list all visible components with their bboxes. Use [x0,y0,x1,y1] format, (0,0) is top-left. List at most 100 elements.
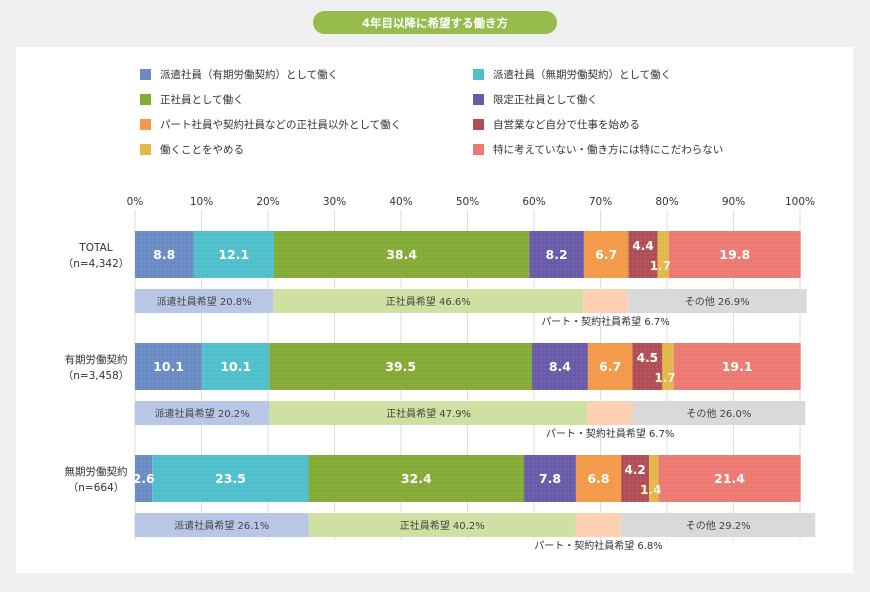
legend-item: 限定正社員として働く [473,92,598,106]
legend-swatch [473,118,484,130]
summary-segment [135,401,270,425]
summary-segment [632,401,806,425]
legend-swatch [473,93,484,105]
tick-label: 100% [785,196,815,208]
summary-label: 派遣社員希望 20.2% [155,407,250,420]
summary-label: 正社員希望 40.2% [400,519,485,532]
bar-segment-texture [135,231,194,278]
legend-item: 特に考えていない・働き方には特にこだわらない [473,142,723,156]
tick-label: 90% [722,196,745,208]
tick-label: 30% [323,196,346,208]
summary-segment [308,513,576,537]
legend-item: 自営業など自分で仕事を始める [473,117,640,131]
data-label: 1.4 [640,483,661,497]
bar-segment-texture [662,343,674,390]
summary-label: 正社員希望 46.6% [386,295,471,308]
summary-segment [621,513,816,537]
legend-item: 正社員として働く [140,92,244,106]
bar-segment-texture [583,231,629,278]
summary-segment [627,289,807,313]
data-label: 4.4 [632,239,653,253]
legend-label: 特に考えていない・働き方には特にこだわらない [493,143,724,156]
legend-label: 限定正社員として働く [493,93,598,106]
category-n-label: （n=4,342） [63,258,130,270]
summary-segment [135,289,274,313]
data-label: 10.1 [153,359,184,374]
data-label: 4.2 [624,463,645,477]
data-label: 39.5 [385,359,416,374]
data-label: 12.1 [218,247,249,262]
data-label: 10.1 [220,359,251,374]
data-label: 7.8 [539,471,561,486]
summary-segment [575,513,622,537]
data-label: 1.7 [654,371,675,385]
data-label: 8.4 [549,359,571,374]
tick-label: 40% [389,196,412,208]
tick-label: 0% [127,196,144,208]
summary-label: パート・契約社員希望 6.7% [546,427,675,440]
data-label: 32.4 [401,471,432,486]
data-label: 8.2 [546,247,568,262]
tick-label: 10% [190,196,213,208]
summary-label: 派遣社員希望 26.1% [174,519,269,532]
tick-label: 50% [456,196,479,208]
legend-label: 自営業など自分で仕事を始める [493,118,640,131]
bar-segment-texture [273,231,530,278]
bar-segment-texture [673,343,801,390]
legend-swatch [140,68,151,80]
data-label: 19.1 [722,359,753,374]
bar-segment-texture [269,343,533,390]
legend-swatch [140,93,151,105]
summary-label: 派遣社員希望 20.8% [157,295,252,308]
legend-label: 派遣社員（無期労働契約）として働く [493,68,672,81]
tick-label: 70% [589,196,612,208]
bar-segment-texture [202,343,270,390]
legend-swatch [140,118,151,130]
data-label: 8.8 [153,247,175,262]
summary-label: その他 26.0% [686,407,751,420]
bar-segment-texture [135,343,203,390]
data-label: 38.4 [386,247,417,262]
category-label: 有期労働契約 [65,353,128,366]
bar-segment-texture [658,455,801,502]
tick-label: 60% [522,196,545,208]
category-label: TOTAL [78,242,112,254]
bar-segment-texture [668,231,801,278]
summary-segment [135,513,309,537]
data-label: 19.8 [719,247,750,262]
legend-item: 働くことをやめる [140,142,244,156]
bar-segment-texture [632,343,663,390]
bar-segment-texture [587,343,633,390]
data-label: 6.7 [599,359,621,374]
bar-segment-texture [193,231,274,278]
legend-label: パート社員や契約社員などの正社員以外として働く [160,118,402,131]
bar-segment-texture [308,455,525,502]
legend-swatch [473,68,484,80]
summary-segment [269,401,588,425]
category-n-label: （n=3,458） [63,370,130,382]
summary-segment [587,401,633,425]
summary-label: パート・契約社員希望 6.8% [534,539,663,552]
bar-segment-texture [649,455,659,502]
bar-segment-texture [135,455,153,502]
bar-segment-texture [575,455,622,502]
data-label: 6.8 [587,471,609,486]
legend-swatch [473,143,484,155]
tick-label: 80% [655,196,678,208]
summary-segment [273,289,584,313]
summary-label: その他 26.9% [685,295,750,308]
bar-segment-texture [628,231,658,278]
legend-item: パート社員や契約社員などの正社員以外として働く [140,117,401,131]
data-label: 6.7 [595,247,617,262]
summary-label: その他 29.2% [686,519,751,532]
x-axis-ticks: 0% 10% 20% 30% 40% 50% 60% 70% 80% 90% 100% [127,196,815,208]
data-label: 2.6 [133,471,155,486]
bar-segment-texture [657,231,669,278]
tick-label: 20% [256,196,279,208]
data-label: 1.7 [650,259,671,273]
data-label: 23.5 [215,471,246,486]
category-label: 無期労働契約 [65,465,128,478]
bar-segment-texture [524,455,576,502]
category-n-label: （n=664） [68,482,125,494]
